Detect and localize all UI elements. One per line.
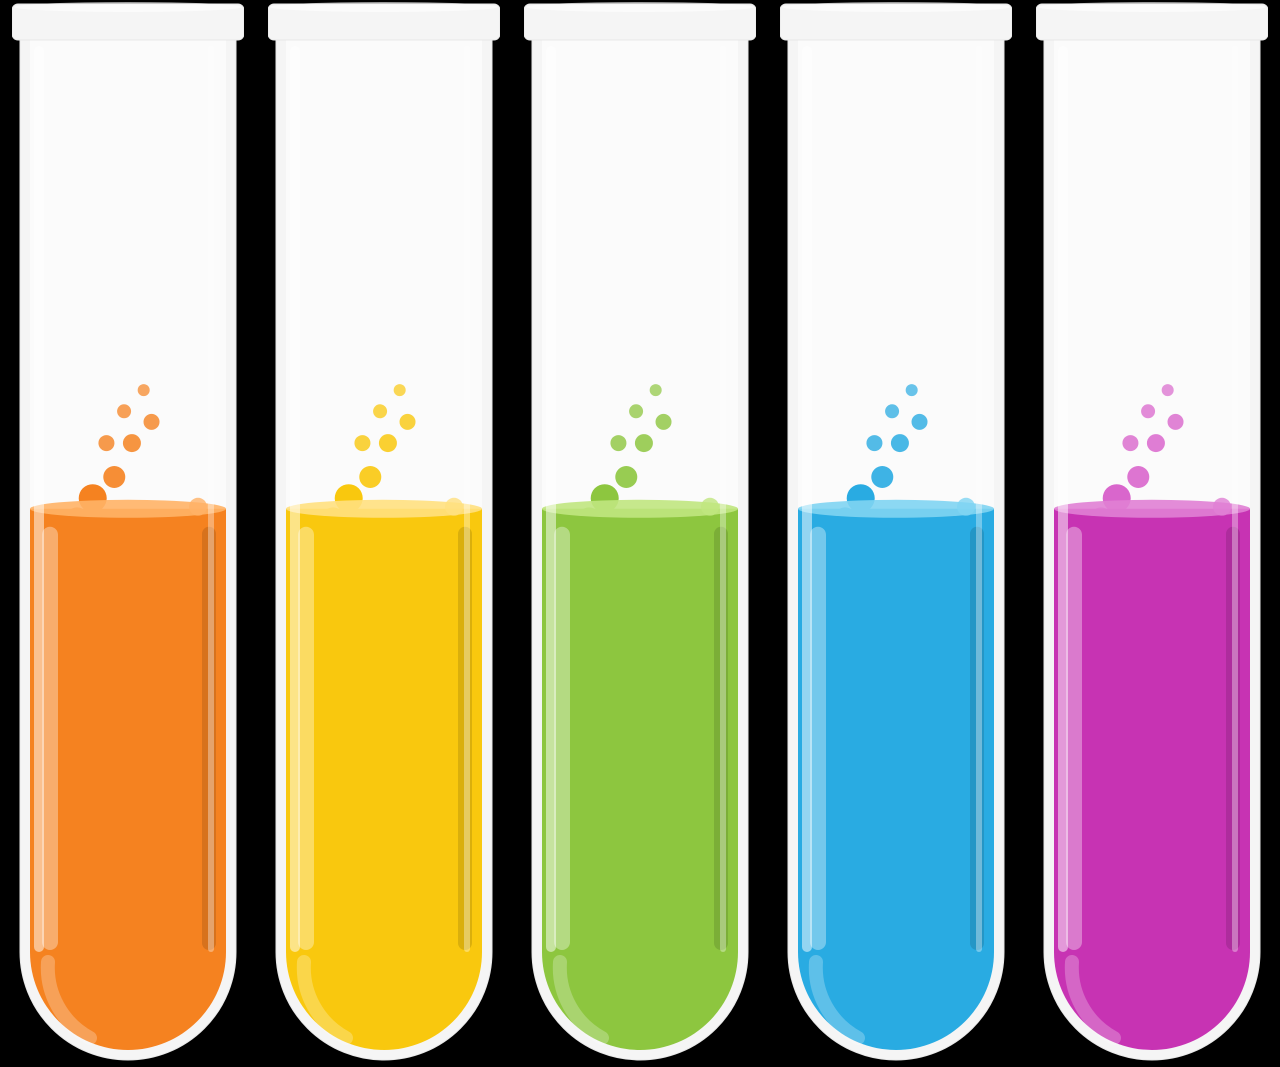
test-tube-orange [12,0,244,1067]
test-tube-icon [1036,0,1268,1066]
test-tube-icon [524,0,756,1066]
test-tube-icon [12,0,244,1066]
test-tube-blue [780,0,1012,1067]
test-tube-magenta [1036,0,1268,1067]
test-tube-icon [780,0,1012,1066]
test-tube-yellow [268,0,500,1067]
test-tube-icon [268,0,500,1066]
test-tube-green [524,0,756,1067]
